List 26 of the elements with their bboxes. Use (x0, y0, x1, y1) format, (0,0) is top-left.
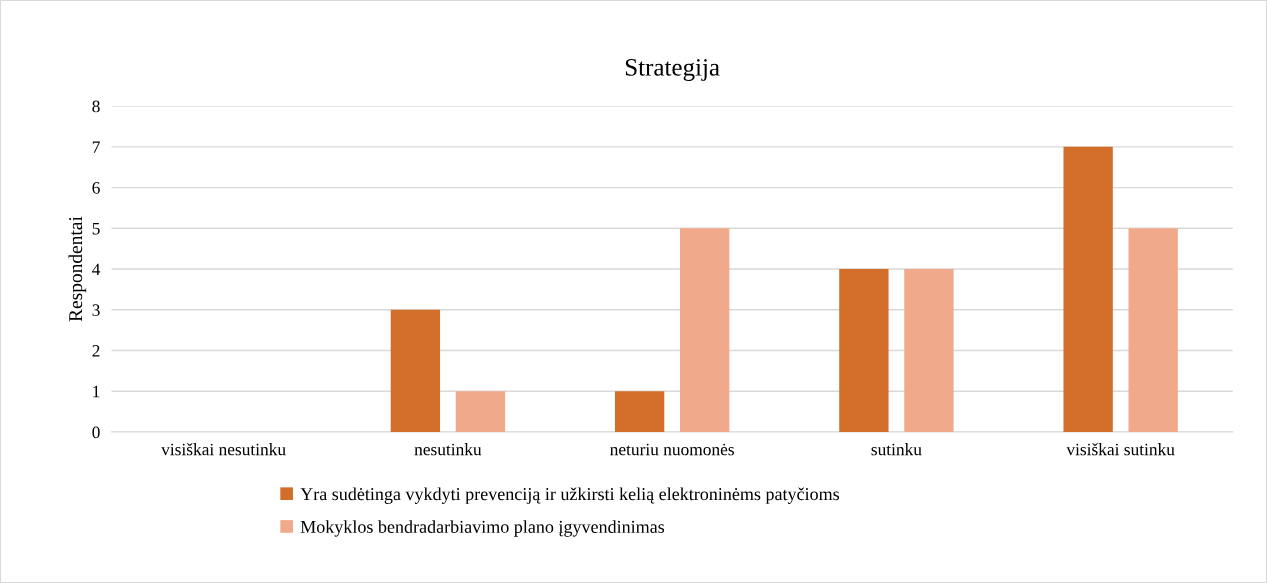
y-axis-title: Respondentai (68, 216, 87, 322)
bar (390, 309, 441, 432)
bar (1128, 228, 1178, 432)
x-tick-label: nesutinku (414, 443, 482, 456)
bar (904, 269, 954, 432)
bar (679, 228, 730, 432)
y-tick-label: 3 (92, 304, 100, 316)
y-tick-label: 2 (92, 345, 100, 357)
y-tick-label: 8 (92, 100, 100, 113)
legend-label: Mokyklos bendradarbiavimo plano įgyvendinimas (300, 520, 665, 537)
x-tick-label: visiškai sutinku (1066, 443, 1175, 456)
x-tick-label: visiškai nesutinku (161, 443, 286, 456)
y-tick-label: 4 (92, 263, 101, 276)
bar (614, 391, 665, 432)
x-tick-label: neturiu nuomonės (610, 443, 734, 456)
legend-label: Yra sudėtinga vykdyti prevenciją ir užkirsti kelią elektroninėms patyčioms (300, 487, 840, 504)
y-tick-label: 6 (92, 182, 100, 194)
bar (1063, 146, 1113, 432)
chart-title: Strategija (625, 59, 720, 81)
y-tick-label: 0 (92, 426, 100, 439)
bar (455, 391, 506, 432)
x-tick-label: sutinku (871, 443, 922, 456)
y-tick-label: 5 (92, 222, 100, 235)
y-tick-label: 1 (93, 385, 100, 398)
y-tick-label: 7 (92, 141, 100, 153)
bar (839, 269, 889, 432)
